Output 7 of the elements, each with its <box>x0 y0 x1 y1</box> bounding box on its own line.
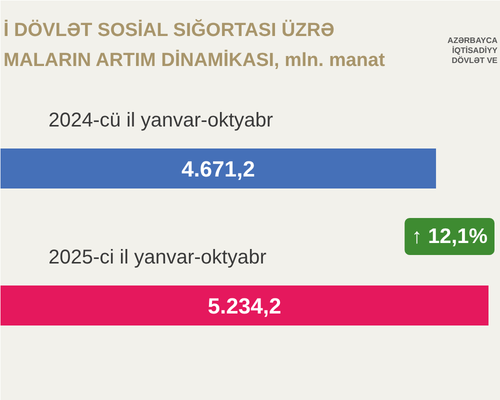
data-label: 4.671,2 <box>182 156 255 182</box>
y-tick-label: 2025-ci il yanvar-oktyabr <box>48 246 267 268</box>
text: İ DÖVLƏT SOSİAL SIĞORTASI ÜZRƏ MALARIN ARTIM DİNAMİKASI, mln. manat <box>4 19 386 71</box>
y-tick-label: 2024-cü il yanvar-oktyabr <box>48 110 274 132</box>
annotation: ↑ 12,1% <box>412 225 488 248</box>
data-label: 5.234,2 <box>208 294 282 318</box>
annotation: AZƏRBAYCA İQTİSADİYY DÖVLƏT VE <box>448 36 498 65</box>
